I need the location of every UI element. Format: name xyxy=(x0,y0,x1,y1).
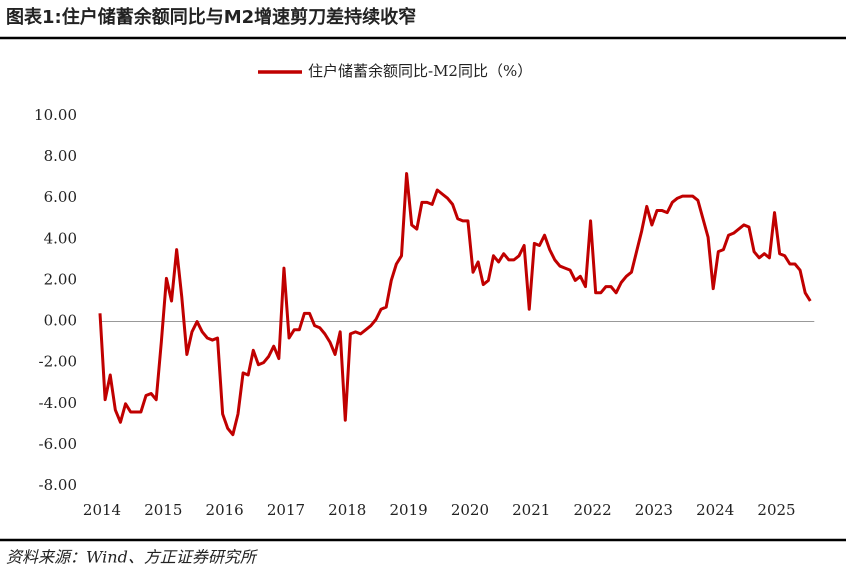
x-tick-label: 2016 xyxy=(206,501,244,519)
y-tick-label: -2.00 xyxy=(39,353,77,371)
y-tick-label: -8.00 xyxy=(39,476,77,494)
y-tick-label: 4.00 xyxy=(44,229,77,247)
y-tick-label: -6.00 xyxy=(39,435,77,453)
x-tick-label: 2023 xyxy=(635,501,673,519)
x-tick-label: 2019 xyxy=(390,501,428,519)
legend-label: 住户储蓄余额同比-M2同比（%） xyxy=(308,62,532,80)
x-tick-label: 2022 xyxy=(573,501,611,519)
x-tick-label: 2014 xyxy=(83,501,121,519)
y-tick-label: -4.00 xyxy=(39,394,77,412)
source: 资料来源：Wind、方正证券研究所 xyxy=(6,548,259,567)
x-tick-label: 2018 xyxy=(328,501,366,519)
x-tick-label: 2024 xyxy=(696,501,734,519)
x-tick-label: 2017 xyxy=(267,501,305,519)
y-tick-label: 2.00 xyxy=(44,270,77,288)
x-tick-label: 2021 xyxy=(512,501,550,519)
y-tick-label: 0.00 xyxy=(44,312,77,330)
chart-title: 图表1:住户储蓄余额同比与M2增速剪刀差持续收窄 xyxy=(6,6,416,28)
x-tick-label: 2025 xyxy=(757,501,795,519)
y-tick-label: 8.00 xyxy=(44,147,77,165)
x-tick-label: 2015 xyxy=(144,501,182,519)
x-tick-label: 2020 xyxy=(451,501,489,519)
series-line xyxy=(98,172,812,437)
y-tick-label: 6.00 xyxy=(44,188,77,206)
y-tick-label: 10.00 xyxy=(34,106,77,124)
